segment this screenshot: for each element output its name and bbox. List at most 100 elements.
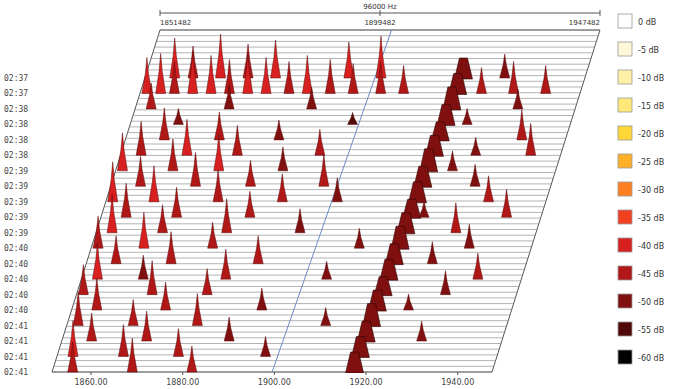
row-line — [77, 292, 517, 293]
x-tick-label: 1860.00 — [74, 378, 107, 387]
peak — [513, 89, 523, 109]
colorbar-swatch — [618, 98, 632, 112]
time-label: 02:40 — [4, 291, 28, 300]
peak — [136, 156, 146, 186]
time-label: 02:41 — [4, 337, 28, 346]
peak — [73, 292, 83, 326]
peak — [206, 55, 216, 93]
peak — [92, 278, 102, 310]
x-tick — [182, 372, 183, 375]
row-line — [147, 69, 587, 70]
colorbar-swatch — [618, 154, 632, 168]
peak — [214, 112, 224, 140]
peak — [473, 253, 483, 279]
time-label: 02:41 — [4, 368, 28, 377]
peak — [271, 40, 281, 78]
time-label: 02:37 — [4, 74, 28, 83]
row-line — [101, 218, 541, 219]
peak — [87, 313, 97, 341]
peak — [417, 321, 427, 341]
colorbar-label: -35 dB — [638, 214, 664, 223]
peak — [440, 271, 450, 295]
chart-root: 02:3702:3702:3802:3802:3802:3802:3902:39… — [0, 0, 684, 389]
colorbar-label: -55 dB — [638, 326, 664, 335]
peak — [502, 189, 512, 217]
time-label: 02:39 — [4, 198, 28, 207]
peak — [192, 294, 202, 326]
peak — [307, 87, 317, 109]
time-label: 02:40 — [4, 306, 28, 315]
row-line — [88, 258, 528, 259]
top-tick-label: 1899482 — [364, 19, 395, 27]
peak — [470, 164, 480, 186]
peak — [319, 154, 329, 186]
peak — [541, 65, 551, 93]
peak — [138, 255, 148, 279]
time-label: 02:41 — [4, 322, 28, 331]
peak — [128, 300, 138, 326]
row-line — [126, 138, 566, 139]
peak — [315, 129, 325, 155]
colorbar-label: -20 dB — [638, 130, 664, 139]
row-line — [66, 326, 506, 327]
top-tick — [380, 10, 381, 16]
row-line — [129, 126, 569, 127]
peak — [146, 83, 156, 109]
row-line — [90, 252, 530, 253]
row-line — [106, 201, 546, 202]
x-tick — [457, 372, 458, 375]
peak — [464, 224, 474, 248]
time-label: 02:40 — [4, 275, 28, 284]
top-tick-label: 1851482 — [160, 19, 191, 27]
row-line — [61, 343, 501, 344]
peak — [274, 120, 284, 140]
peak — [169, 61, 179, 93]
row-line — [128, 132, 568, 133]
peak — [348, 63, 358, 93]
colorbar-swatch — [618, 294, 632, 308]
peak — [108, 162, 118, 202]
peak — [243, 53, 253, 93]
row-line — [158, 35, 598, 36]
plot-plane — [52, 30, 600, 372]
colorbar-label: -25 dB — [638, 158, 664, 167]
peak — [161, 282, 171, 310]
data-group — [68, 30, 551, 373]
peak — [107, 195, 117, 233]
peak — [182, 119, 192, 155]
peak — [295, 209, 305, 233]
carrier-segment — [346, 352, 364, 373]
cursor-line — [272, 30, 391, 372]
peak — [332, 178, 342, 202]
x-tick-label: 1920.00 — [349, 378, 382, 387]
colorbar-label: -45 dB — [638, 270, 664, 279]
peak — [142, 311, 152, 341]
row-line — [104, 206, 544, 207]
row-line — [117, 166, 557, 167]
peak — [202, 269, 212, 295]
colorbar-label: -10 dB — [638, 74, 664, 83]
peak — [284, 61, 294, 93]
x-tick — [274, 372, 275, 375]
peak — [78, 265, 88, 295]
row-line — [79, 286, 519, 287]
peak — [404, 294, 414, 310]
peak — [139, 212, 149, 248]
time-label: 02:39 — [4, 213, 28, 222]
peak — [224, 317, 234, 341]
colorbar-swatch — [618, 238, 632, 252]
row-line — [115, 172, 555, 173]
time-label: 02:38 — [4, 105, 28, 114]
colorbar-swatch — [618, 350, 632, 364]
peak — [214, 135, 224, 171]
time-label: 02:39 — [4, 167, 28, 176]
top-tick — [600, 10, 601, 16]
peak — [93, 216, 103, 248]
peak — [246, 160, 256, 186]
colorbar-swatch — [618, 210, 632, 224]
peak — [354, 228, 364, 248]
row-line — [138, 98, 578, 99]
peak — [156, 53, 166, 93]
peak — [447, 151, 457, 171]
peak — [111, 236, 121, 264]
